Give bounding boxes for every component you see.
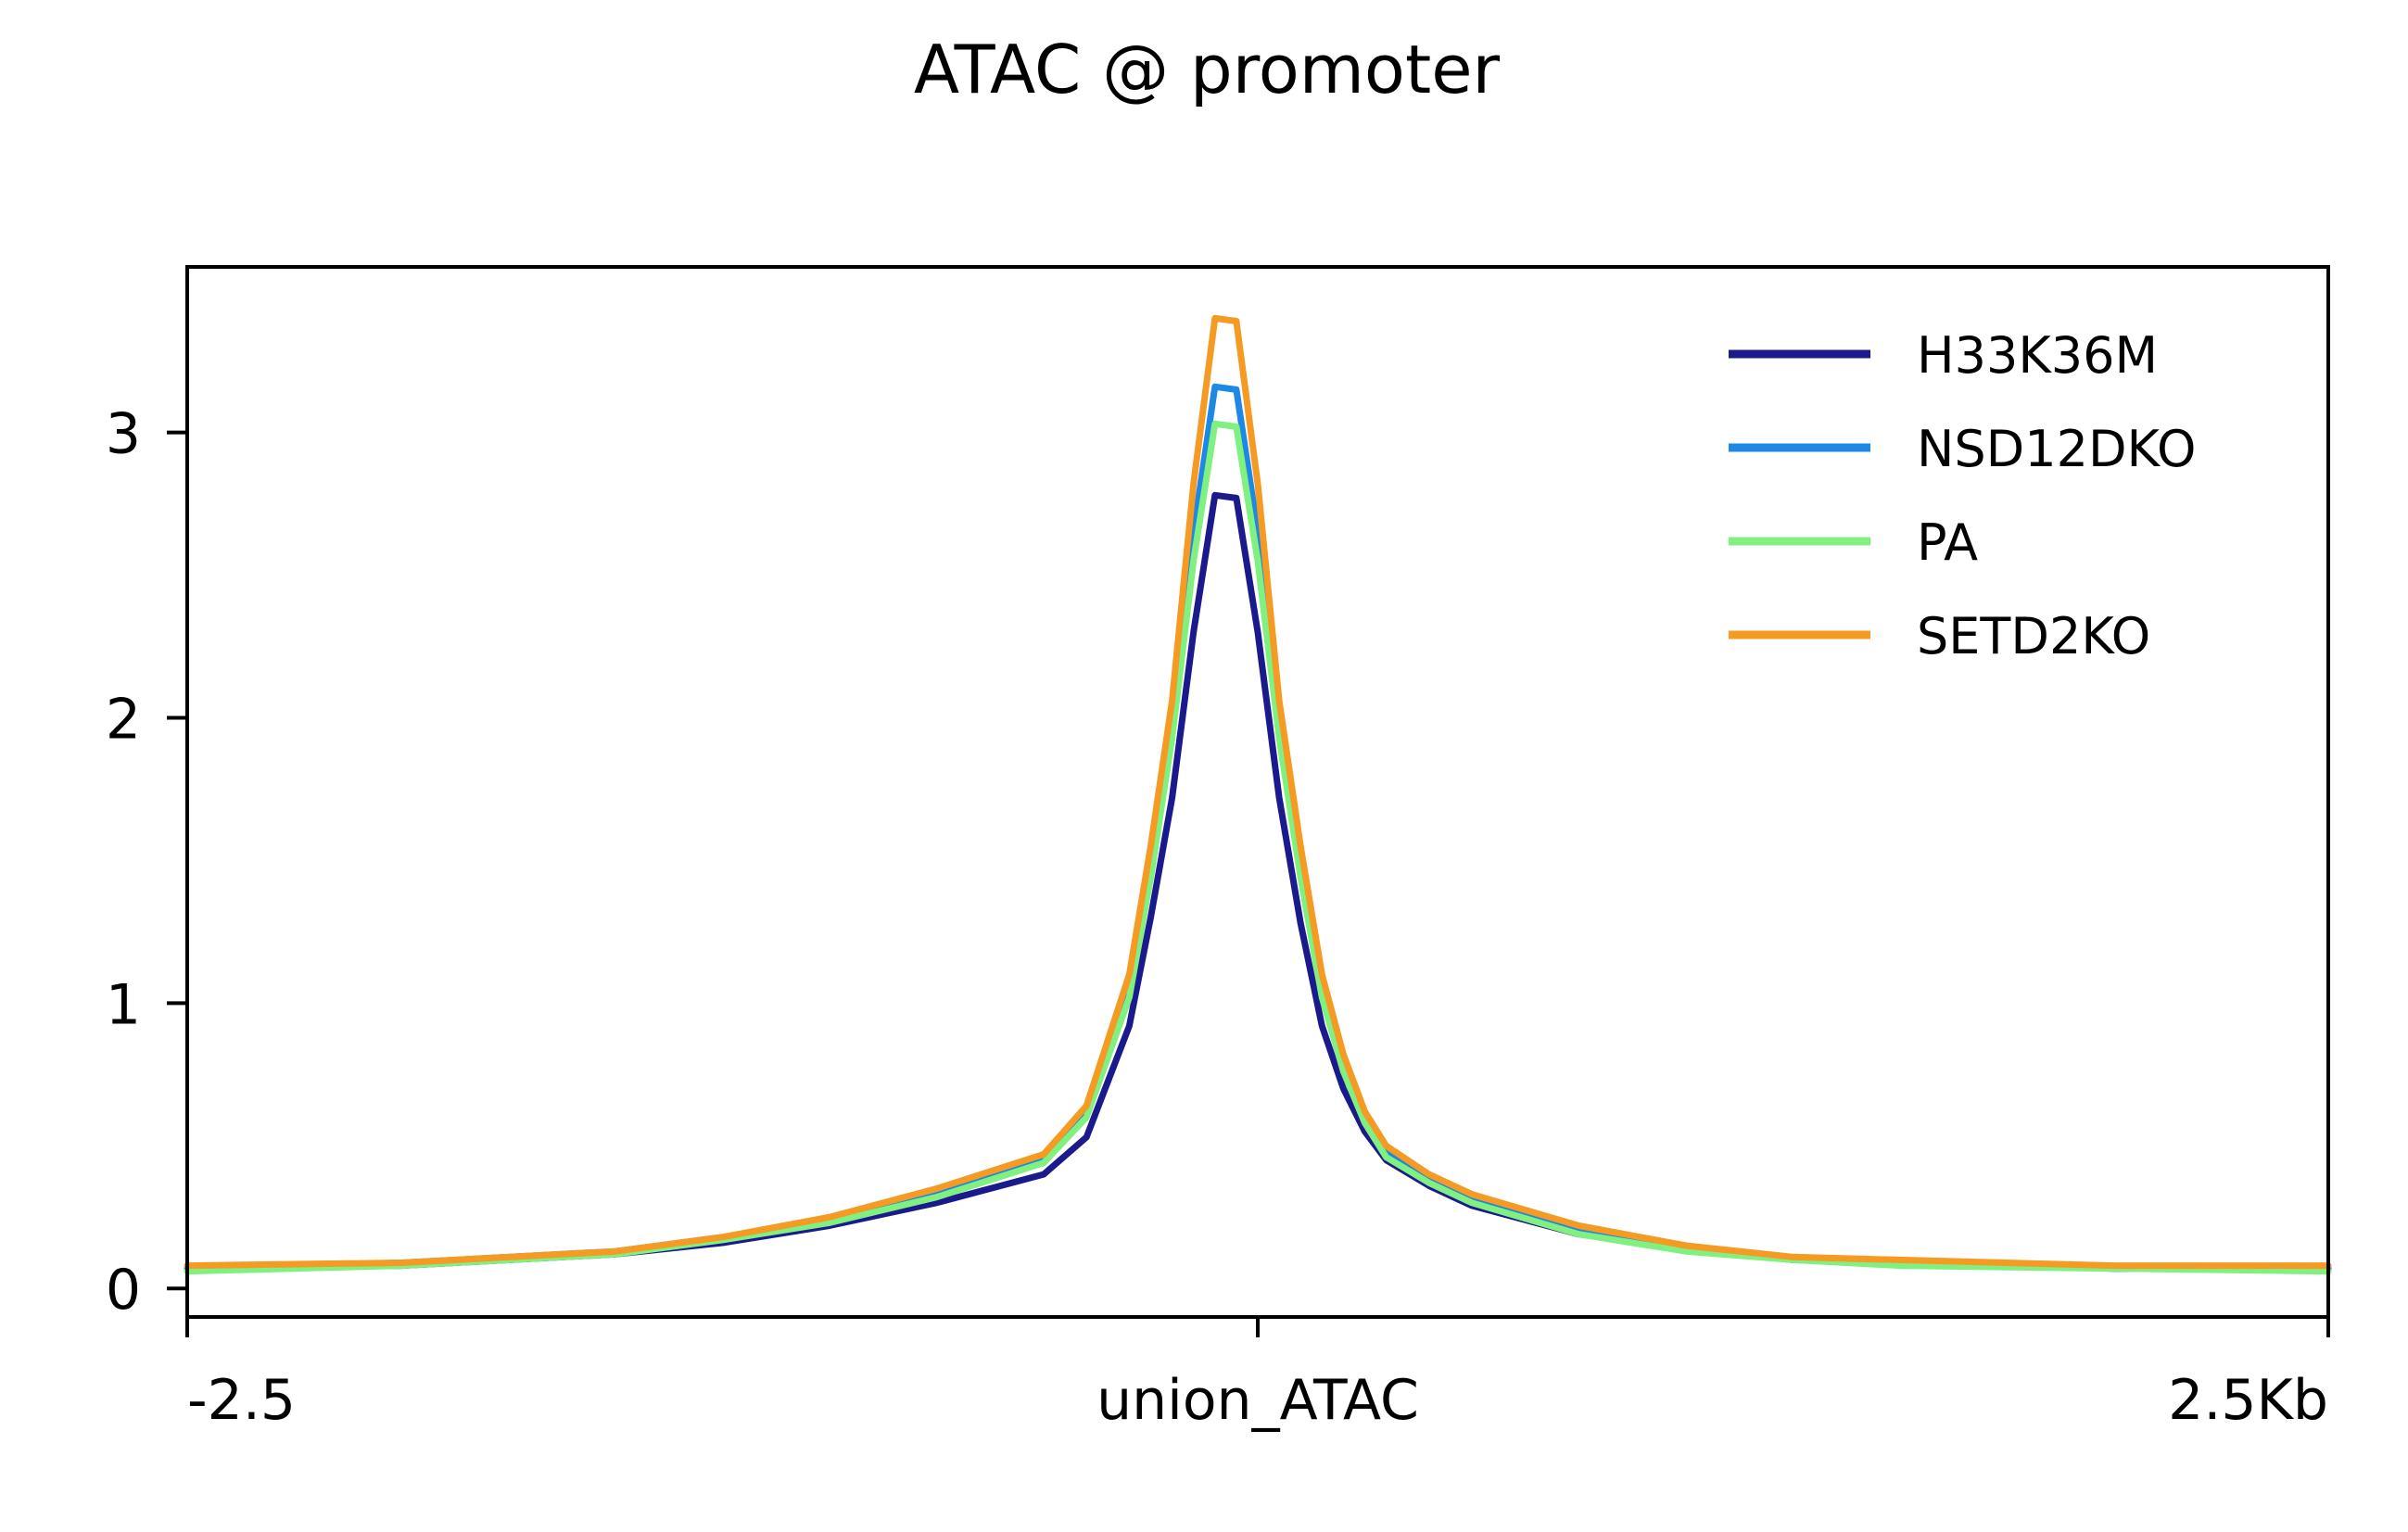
y-axis: 0 1 2 3	[106, 402, 187, 1323]
x-axis: -2.5 union_ATAC 2.5Kb	[185, 1317, 2330, 1433]
legend: H33K36M NSD12DKO PA SETD2KO	[1729, 326, 2197, 665]
y-tick-label: 2	[106, 687, 141, 752]
series-line-nsd12dko	[184, 383, 2332, 1272]
legend-label: H33K36M	[1917, 326, 2158, 385]
x-tick-label: -2.5	[187, 1368, 296, 1433]
chart-title: ATAC @ promoter	[914, 31, 1501, 108]
x-tick-label: union_ATAC	[1096, 1368, 1419, 1433]
series-line-pa	[184, 420, 2332, 1275]
x-tick-label: 2.5Kb	[2168, 1368, 2328, 1433]
series-layer	[184, 314, 2332, 1275]
series-line-setd2ko	[184, 314, 2332, 1270]
y-tick-label: 3	[106, 402, 141, 467]
y-tick-label: 1	[106, 972, 141, 1037]
legend-label: PA	[1917, 513, 1978, 572]
legend-label: NSD12DKO	[1917, 420, 2197, 478]
legend-label: SETD2KO	[1917, 607, 2150, 665]
y-tick-label: 0	[106, 1258, 141, 1323]
